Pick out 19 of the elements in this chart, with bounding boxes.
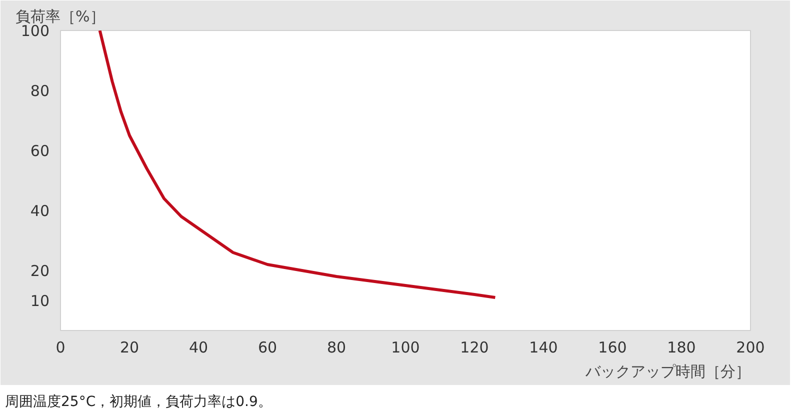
x-tick-label: 100 bbox=[391, 338, 420, 356]
line-series bbox=[98, 30, 497, 299]
text: 周囲温度25°C，初期値，負荷力率は0.9。 bbox=[5, 393, 272, 412]
y-tick-label: 60 bbox=[30, 142, 50, 160]
x-axis-title: バックアップ時間［分］ bbox=[584, 362, 750, 380]
x-tick-label: 200 bbox=[736, 338, 765, 356]
x-tick-label: 180 bbox=[667, 338, 696, 356]
x-tick-label: 0 bbox=[56, 338, 66, 356]
x-tick-label: 20 bbox=[120, 338, 140, 356]
y-tick-label: 40 bbox=[30, 202, 50, 220]
x-tick-label: 60 bbox=[258, 338, 278, 356]
y-tick-label: 10 bbox=[30, 292, 50, 310]
x-tick-label: 40 bbox=[188, 338, 208, 356]
x-tick-label: 80 bbox=[326, 338, 346, 356]
x-tick-label: 120 bbox=[460, 338, 489, 356]
x-tick-label: 160 bbox=[598, 338, 627, 356]
y-tick-label: 80 bbox=[30, 82, 50, 100]
y-tick-label: 20 bbox=[30, 262, 50, 280]
x-tick-label: 140 bbox=[529, 338, 558, 356]
